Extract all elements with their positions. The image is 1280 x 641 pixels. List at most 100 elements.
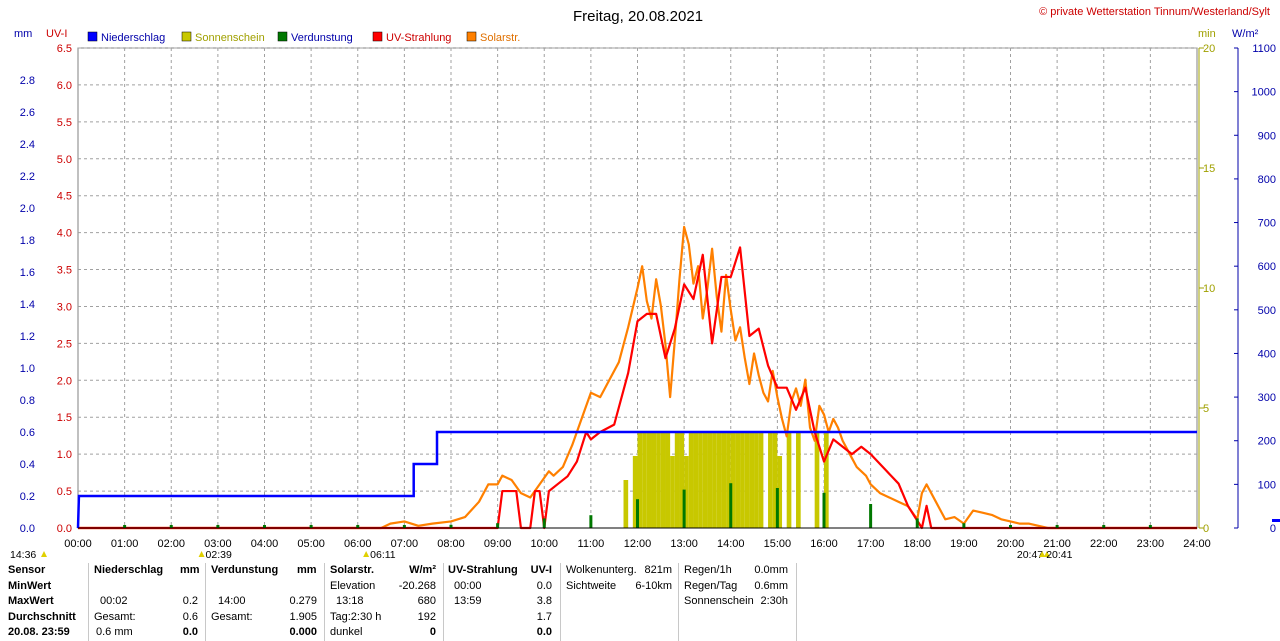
x-tick-label: 13:00: [670, 538, 698, 550]
unit-wm2: W/m²: [1232, 28, 1259, 40]
sunshine-bar: [698, 432, 703, 528]
sunshine-bar: [684, 456, 689, 528]
uv-tick-label: 0.5: [57, 486, 72, 498]
rain-total-val: 0.6: [182, 610, 198, 623]
uv-max-time: 13:59: [454, 595, 482, 607]
x-tick-label: 02:00: [157, 538, 185, 550]
weather-chart: Freitag, 20.08.2021 © private Wetterstat…: [10, 6, 1280, 561]
sunshine-bar: [688, 432, 694, 528]
solar-header: Solarstr.: [330, 564, 375, 576]
visibility-val: 6-10km: [635, 579, 672, 592]
x-tick-label: 15:00: [764, 538, 792, 550]
uv-tick-label: 4.5: [57, 191, 72, 203]
separator: [324, 563, 325, 641]
avg-label: Durchschnitt: [8, 610, 76, 623]
cloud-base-val: 821m: [644, 564, 672, 576]
x-tick-label: 09:00: [484, 538, 512, 550]
rain-1h-label: Regen/1h: [684, 564, 732, 576]
sun-marker-icon: [41, 551, 47, 557]
legend-label: Verdunstung: [291, 32, 353, 44]
sunshine-bar: [674, 432, 680, 528]
sun-marker-icon: [1043, 551, 1050, 557]
sun-marker-icon: [1039, 551, 1046, 557]
uv-tick-label: 3.0: [57, 301, 72, 313]
x-tick-label: 19:00: [950, 538, 978, 550]
uv-tick-label: 5.0: [57, 154, 72, 166]
legend-label: Solarstr.: [480, 32, 520, 44]
rain-tick-label: 0.0: [20, 523, 35, 535]
rain-indicator: [1272, 519, 1280, 522]
x-tick-label: 07:00: [391, 538, 419, 550]
solar-tick-label: 600: [1258, 261, 1276, 273]
sunshine-bar: [814, 432, 820, 528]
rain-day-val: 0.6mm: [754, 579, 788, 592]
uv-tick-label: 6.0: [57, 80, 72, 92]
unit-min: min: [1198, 28, 1216, 40]
solar-tick-label: 400: [1258, 348, 1276, 360]
solar-tick-label: 200: [1258, 436, 1276, 448]
x-tick-label: 17:00: [857, 538, 885, 550]
x-tick-label: 11:00: [578, 538, 605, 550]
rain-tick-label: 2.0: [20, 203, 35, 215]
legend-swatch: [466, 31, 477, 42]
stats-rainsum: Regen/1h 0.0mm Regen/Tag 0.6mm Sonnenschei…: [684, 563, 792, 641]
x-tick-label: 12:00: [624, 538, 652, 550]
x-tick-label: 04:00: [251, 538, 279, 550]
rain-total-label: Gesamt:: [94, 610, 136, 623]
stats-rain: Niederschlag mm 00:02 0.2 Gesamt: 0.6 0.6 m…: [92, 563, 202, 641]
solar-unit: W/m²: [409, 564, 436, 576]
stats-solar: Solarstr. W/m² Elevation -20.268 13:18 680 …: [330, 563, 440, 641]
rain-1h-val: 0.0mm: [754, 564, 788, 576]
uv-tick-label: 3.5: [57, 265, 72, 277]
sunshine-bar: [707, 432, 713, 528]
rain-tick-label: 1.2: [20, 331, 35, 343]
separator: [205, 563, 206, 641]
axes: 00:00 01:00 02:00 03:00 04:00 05:00 06:00 07:00…: [10, 43, 1280, 561]
time-marker-label: 20:47: [1017, 549, 1043, 561]
solar-tick-label: 700: [1258, 218, 1276, 230]
sun-marker-icon: [198, 551, 205, 557]
x-tick-label: 05:00: [297, 538, 325, 550]
rain-max-time: 00:02: [100, 595, 128, 607]
cloud-base-label: Wolkenunterg.: [566, 564, 637, 576]
legend-swatch: [372, 31, 383, 42]
uv-min-val: 0.0: [536, 579, 552, 592]
legend-label: Niederschlag: [101, 32, 165, 44]
evap-max-time: 14:00: [218, 595, 246, 607]
legend-label: UV-Strahlung: [386, 32, 451, 44]
sunshine-bar: [772, 432, 778, 528]
time-marker-label: 14:36: [10, 549, 36, 561]
uv-min-time: 00:00: [454, 579, 482, 592]
min-label: MinWert: [8, 579, 52, 592]
sunshine-bar: [651, 432, 657, 528]
uv-tick-label: 2.0: [57, 375, 72, 387]
stats-uv: UV-Strahlung UV-I 00:00 0.0 13:59 3.8 1.7 0…: [448, 563, 556, 641]
uv-unit: UV-I: [530, 564, 552, 576]
copyright-text: © private Wetterstation Tinnum/Westerlan…: [1039, 6, 1270, 18]
solar-tick-label: 800: [1258, 174, 1276, 186]
sunshine-val: 2:30h: [760, 595, 788, 607]
sensor-header: Sensor: [8, 564, 46, 576]
rain-tick-label: 0.4: [20, 459, 35, 471]
stats-labels: Sensor MinWert MaxWert Durchschnitt 20.0…: [8, 563, 88, 641]
separator: [678, 563, 679, 641]
sun-marker-icon: [363, 551, 370, 557]
rain-line: [76, 430, 1197, 529]
time-marker-label: 02:39: [206, 549, 232, 561]
max-label: MaxWert: [8, 595, 54, 607]
solar-elev-val: -20.268: [398, 579, 436, 592]
rain-header: Niederschlag: [94, 564, 164, 576]
legend: Niederschlag Sonnenschein Verdunstung UV-St…: [87, 31, 520, 44]
sunshine-bar: [679, 432, 685, 528]
sunshine-bar: [749, 432, 755, 528]
x-tick-label: 18:00: [903, 538, 931, 550]
x-tick-label: 20:00: [997, 538, 1025, 550]
rain-tick-label: 0.2: [20, 491, 35, 503]
uv-tick-label: 2.5: [57, 338, 72, 350]
solar-dark-label: dunkel: [330, 626, 363, 638]
solar-tick-label: 900: [1258, 130, 1276, 142]
x-tick-label: 10:00: [530, 538, 558, 550]
sunshine-label: Sonnenschein: [684, 595, 754, 607]
solar-tick-label: 1000: [1252, 87, 1276, 99]
rain-tick-label: 1.6: [20, 267, 35, 279]
